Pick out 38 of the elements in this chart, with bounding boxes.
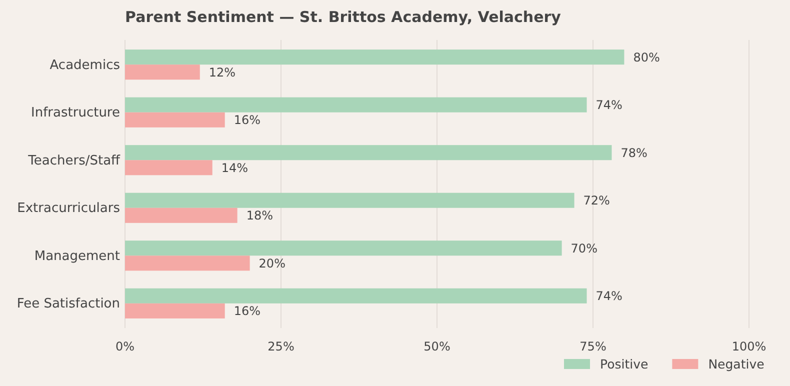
bar xyxy=(125,303,225,318)
data-label: 16% xyxy=(234,113,261,128)
y-tick-label: Academics xyxy=(50,58,120,73)
bar xyxy=(125,145,612,160)
bar xyxy=(125,64,200,80)
legend-label: Negative xyxy=(708,356,765,372)
bar xyxy=(125,240,562,256)
bar xyxy=(125,192,574,208)
data-label: 78% xyxy=(620,146,648,160)
bar xyxy=(125,288,587,304)
bar xyxy=(125,97,587,112)
y-tick-label: Infrastructure xyxy=(31,106,120,121)
x-tick-label: 50% xyxy=(424,340,450,354)
data-label: 18% xyxy=(246,208,273,223)
x-tick-label: 25% xyxy=(268,340,294,354)
legend-label: Positive xyxy=(600,356,648,372)
y-tick-label: Teachers/Staff xyxy=(27,153,122,168)
bar xyxy=(125,112,225,128)
data-label: 70% xyxy=(570,241,598,256)
y-tick-label: Extracurriculars xyxy=(17,201,120,216)
chart-title: Parent Sentiment — St. Brittos Academy, Velachery xyxy=(125,8,562,26)
data-label: 16% xyxy=(234,304,261,318)
data-label: 80% xyxy=(633,50,660,64)
data-label: 20% xyxy=(258,256,286,270)
x-tick-label: 100% xyxy=(732,340,766,354)
x-tick-label: 75% xyxy=(580,340,606,354)
bar xyxy=(125,256,250,271)
y-tick-label: Fee Satisfaction xyxy=(16,296,120,312)
bar xyxy=(125,50,624,65)
data-label: 74% xyxy=(596,289,622,304)
bar xyxy=(125,160,212,176)
data-label: 74% xyxy=(596,98,622,112)
data-label: 12% xyxy=(208,65,236,80)
data-label: 14% xyxy=(221,160,248,175)
data-label: 72% xyxy=(583,194,610,208)
x-tick-label: 0% xyxy=(115,340,135,354)
bar xyxy=(125,208,238,223)
y-tick-label: Management xyxy=(34,248,120,264)
